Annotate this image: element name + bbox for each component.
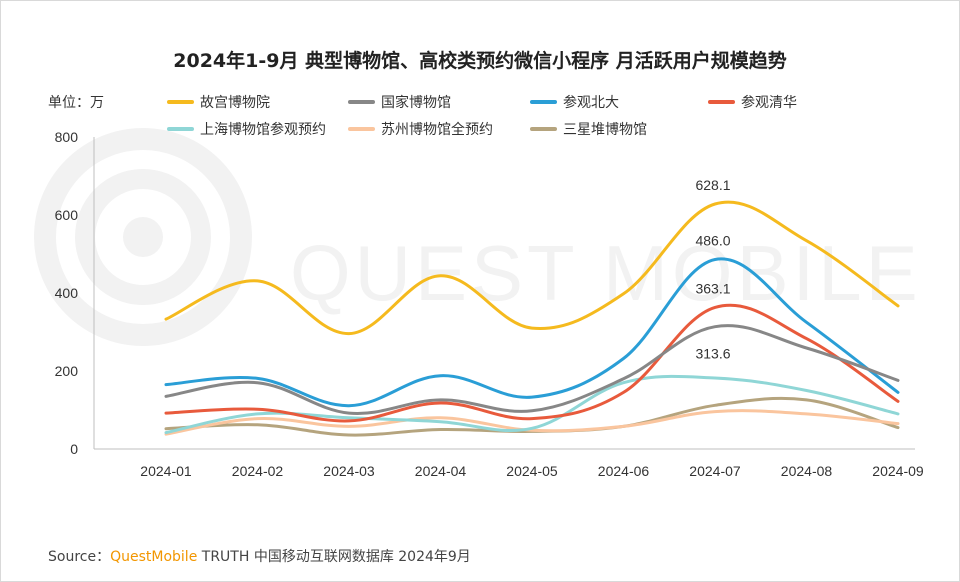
y-tick-label: 0 — [70, 441, 78, 457]
x-tick-label: 2024-07 — [689, 463, 741, 479]
series-line — [164, 409, 900, 436]
x-tick-label: 2024-06 — [598, 463, 650, 479]
legend-swatch — [348, 127, 375, 131]
legend-label: 上海博物馆参观预约 — [200, 122, 326, 138]
y-tick-label: 400 — [55, 285, 79, 301]
legend-swatch — [348, 100, 375, 104]
y-tick-label: 800 — [55, 129, 79, 145]
data-label: 313.6 — [695, 346, 730, 362]
legend-item: 上海博物馆参观预约 — [167, 120, 326, 138]
legend-label: 故宫博物院 — [200, 95, 270, 111]
data-label: 628.1 — [695, 177, 730, 193]
legend-label: 三星堆博物馆 — [563, 122, 647, 138]
series-line — [164, 257, 900, 408]
legend-swatch — [530, 127, 557, 131]
legend-swatch — [167, 100, 194, 104]
chart-title: 2024年1-9月 典型博物馆、高校类预约微信小程序 月活跃用户规模趋势 — [173, 50, 787, 72]
chart-data-labels: 628.1 486.0 363.1 313.6 — [695, 177, 730, 362]
series-line — [164, 374, 900, 435]
x-tick-label: 2024-02 — [232, 463, 284, 479]
y-tick-label: 600 — [55, 207, 79, 223]
data-label: 363.1 — [695, 280, 730, 296]
legend-item: 参观清华 — [708, 93, 797, 111]
legend-label: 参观清华 — [741, 95, 797, 111]
legend-item: 国家博物馆 — [348, 93, 451, 111]
legend-item: 故宫博物院 — [167, 93, 270, 111]
source-rest: TRUTH 中国移动互联网数据库 2024年9月 — [197, 549, 471, 565]
source-note: Source：QuestMobile TRUTH 中国移动互联网数据库 2024… — [48, 546, 471, 566]
watermark-logo-icon — [34, 128, 252, 346]
source-brand: QuestMobile — [110, 549, 198, 565]
x-tick-label: 2024-09 — [872, 463, 924, 479]
source-prefix: Source： — [48, 549, 111, 565]
x-tick-label: 2024-01 — [140, 463, 192, 479]
x-tick-label: 2024-05 — [506, 463, 558, 479]
x-tick-label: 2024-04 — [415, 463, 467, 479]
chart-series-layer — [164, 200, 900, 437]
x-tick-label: 2024-03 — [323, 463, 375, 479]
legend-item: 参观北大 — [530, 93, 619, 111]
legend-label: 参观北大 — [563, 95, 619, 111]
series-line — [164, 324, 900, 415]
legend-label: 国家博物馆 — [381, 95, 451, 111]
legend-item: 三星堆博物馆 — [530, 120, 647, 138]
legend-label: 苏州博物馆全预约 — [381, 122, 493, 138]
legend-swatch — [708, 100, 735, 104]
legend-swatch — [530, 100, 557, 104]
data-label: 486.0 — [695, 232, 730, 248]
series-line — [164, 200, 900, 336]
watermark: QUEST MOBILE — [34, 128, 918, 346]
unit-label: 单位：万 — [48, 95, 104, 111]
legend-item: 苏州博物馆全预约 — [348, 120, 493, 138]
legend-swatch — [167, 127, 194, 131]
series-line — [164, 303, 900, 423]
x-tick-label: 2024-08 — [781, 463, 833, 479]
chart-axes: 0 200 400 600 800 2024-01 2024-02 2024-03 2024-0… — [55, 129, 924, 479]
y-tick-label: 200 — [55, 363, 79, 379]
